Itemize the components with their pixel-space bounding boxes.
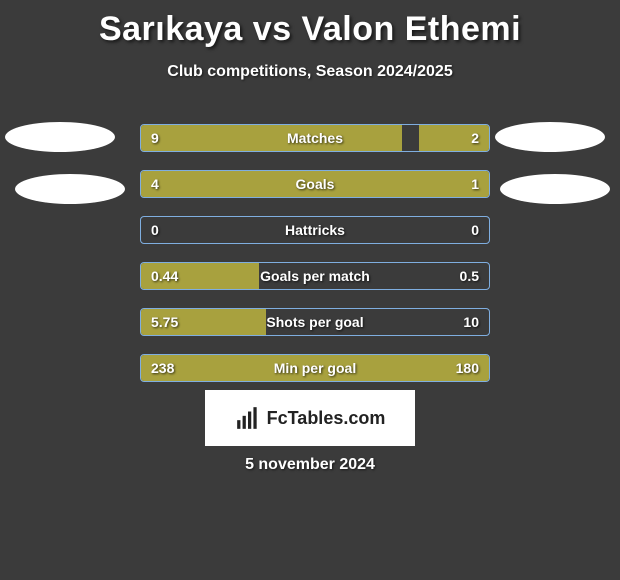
stat-label: Goals — [141, 171, 489, 197]
stat-value-right: 1 — [471, 171, 479, 197]
stats-container: 9Matches2 4Goals1 0Hattricks0 0.44Goals per… — [140, 124, 490, 400]
stat-row: 0Hattricks0 — [140, 216, 490, 244]
stat-row: 9Matches2 — [140, 124, 490, 152]
player-avatar — [15, 174, 125, 204]
player-avatar — [5, 122, 115, 152]
subtitle: Club competitions, Season 2024/2025 — [0, 63, 620, 81]
stat-row: 0.44Goals per match0.5 — [140, 262, 490, 290]
branding-badge: FcTables.com — [205, 390, 415, 446]
date-text: 5 november 2024 — [0, 456, 620, 474]
branding-text: FcTables.com — [267, 408, 386, 429]
player-avatar — [495, 122, 605, 152]
stat-row: 4Goals1 — [140, 170, 490, 198]
stat-label: Hattricks — [141, 217, 489, 243]
stat-value-right: 10 — [463, 309, 479, 335]
page-title: Sarıkaya vs Valon Ethemi — [0, 0, 620, 49]
stat-label: Matches — [141, 125, 489, 151]
stat-value-right: 180 — [456, 355, 479, 381]
player-avatar — [500, 174, 610, 204]
stat-row: 5.75Shots per goal10 — [140, 308, 490, 336]
stat-label: Min per goal — [141, 355, 489, 381]
stat-label: Shots per goal — [141, 309, 489, 335]
stat-row: 238Min per goal180 — [140, 354, 490, 382]
stat-label: Goals per match — [141, 263, 489, 289]
stat-value-right: 0.5 — [460, 263, 479, 289]
chart-icon — [235, 405, 261, 431]
stat-value-right: 0 — [471, 217, 479, 243]
stat-value-right: 2 — [471, 125, 479, 151]
